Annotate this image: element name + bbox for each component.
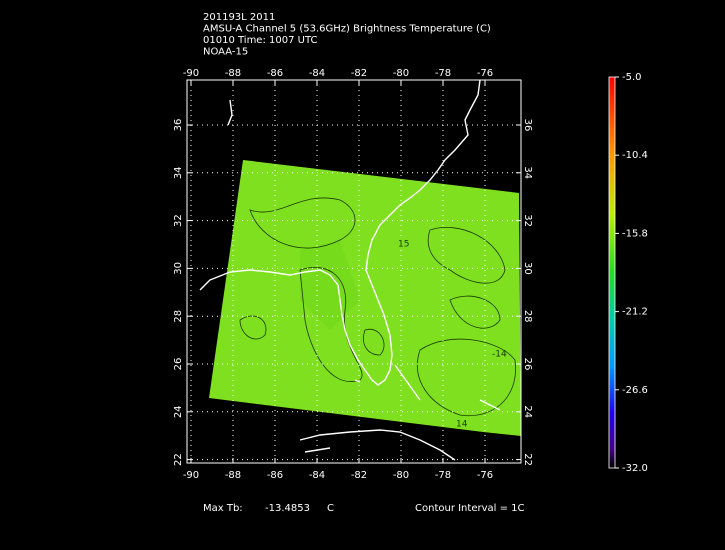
lon-label: -76 xyxy=(477,470,493,481)
map-frame xyxy=(186,79,522,464)
colorbar-label: -21.2 xyxy=(622,307,648,318)
lon-label: -82 xyxy=(351,68,367,79)
lon-label: -90 xyxy=(183,470,199,481)
lat-label: 32 xyxy=(522,214,533,227)
lat-label: 36 xyxy=(173,119,184,132)
lon-label: -78 xyxy=(435,68,451,79)
header-line: 201193L 2011 xyxy=(203,12,275,23)
header-line: NOAA-15 xyxy=(203,47,248,58)
lat-label: 30 xyxy=(522,262,533,275)
lon-label: -84 xyxy=(309,68,325,79)
lon-label: -90 xyxy=(183,68,199,79)
lat-label: 26 xyxy=(522,358,533,371)
lon-label: -88 xyxy=(225,68,241,79)
lat-label: 34 xyxy=(173,166,184,179)
header-line: 01010 Time: 1007 UTC xyxy=(203,35,317,46)
lon-label: -76 xyxy=(477,68,493,79)
footer-label: Max Tb: xyxy=(203,503,243,514)
lat-label: 24 xyxy=(173,405,184,418)
lon-label: -86 xyxy=(267,470,283,481)
colorbar-label: -10.4 xyxy=(622,150,648,161)
contour-label: -14 xyxy=(492,350,507,360)
lat-label: 34 xyxy=(522,166,533,179)
lat-label: 22 xyxy=(522,453,533,466)
contour-label: 14 xyxy=(456,420,468,430)
footer-value: -13.4853 xyxy=(265,503,310,514)
footer-interval: Contour Interval = 1C xyxy=(415,503,525,514)
lat-label: 22 xyxy=(173,453,184,466)
colorbar-label: -26.6 xyxy=(622,385,648,396)
lon-label: -80 xyxy=(393,470,409,481)
lat-label: 24 xyxy=(522,405,533,418)
lon-label: -84 xyxy=(309,470,325,481)
lat-label: 32 xyxy=(173,214,184,227)
lon-label: -86 xyxy=(267,68,283,79)
lat-label: 28 xyxy=(522,310,533,323)
colorbar-label: -15.8 xyxy=(622,228,648,239)
lat-label: 26 xyxy=(173,358,184,371)
lat-label: 30 xyxy=(173,262,184,275)
swath xyxy=(209,160,521,436)
colorbar xyxy=(608,76,616,469)
footer-unit: C xyxy=(327,503,334,514)
lon-label: -88 xyxy=(225,470,241,481)
lon-label: -80 xyxy=(393,68,409,79)
colorbar-label: -32.0 xyxy=(622,463,648,474)
contour-label: 15 xyxy=(398,240,409,250)
map-body xyxy=(199,80,521,461)
lat-label: 28 xyxy=(173,310,184,323)
lat-label: 36 xyxy=(522,119,533,132)
colorbar-label: -5.0 xyxy=(622,72,642,83)
header-line: AMSU-A Channel 5 (53.6GHz) Brightness Te… xyxy=(203,24,491,35)
lon-label: -78 xyxy=(435,470,451,481)
coastline xyxy=(199,80,501,461)
lon-label: -82 xyxy=(351,470,367,481)
